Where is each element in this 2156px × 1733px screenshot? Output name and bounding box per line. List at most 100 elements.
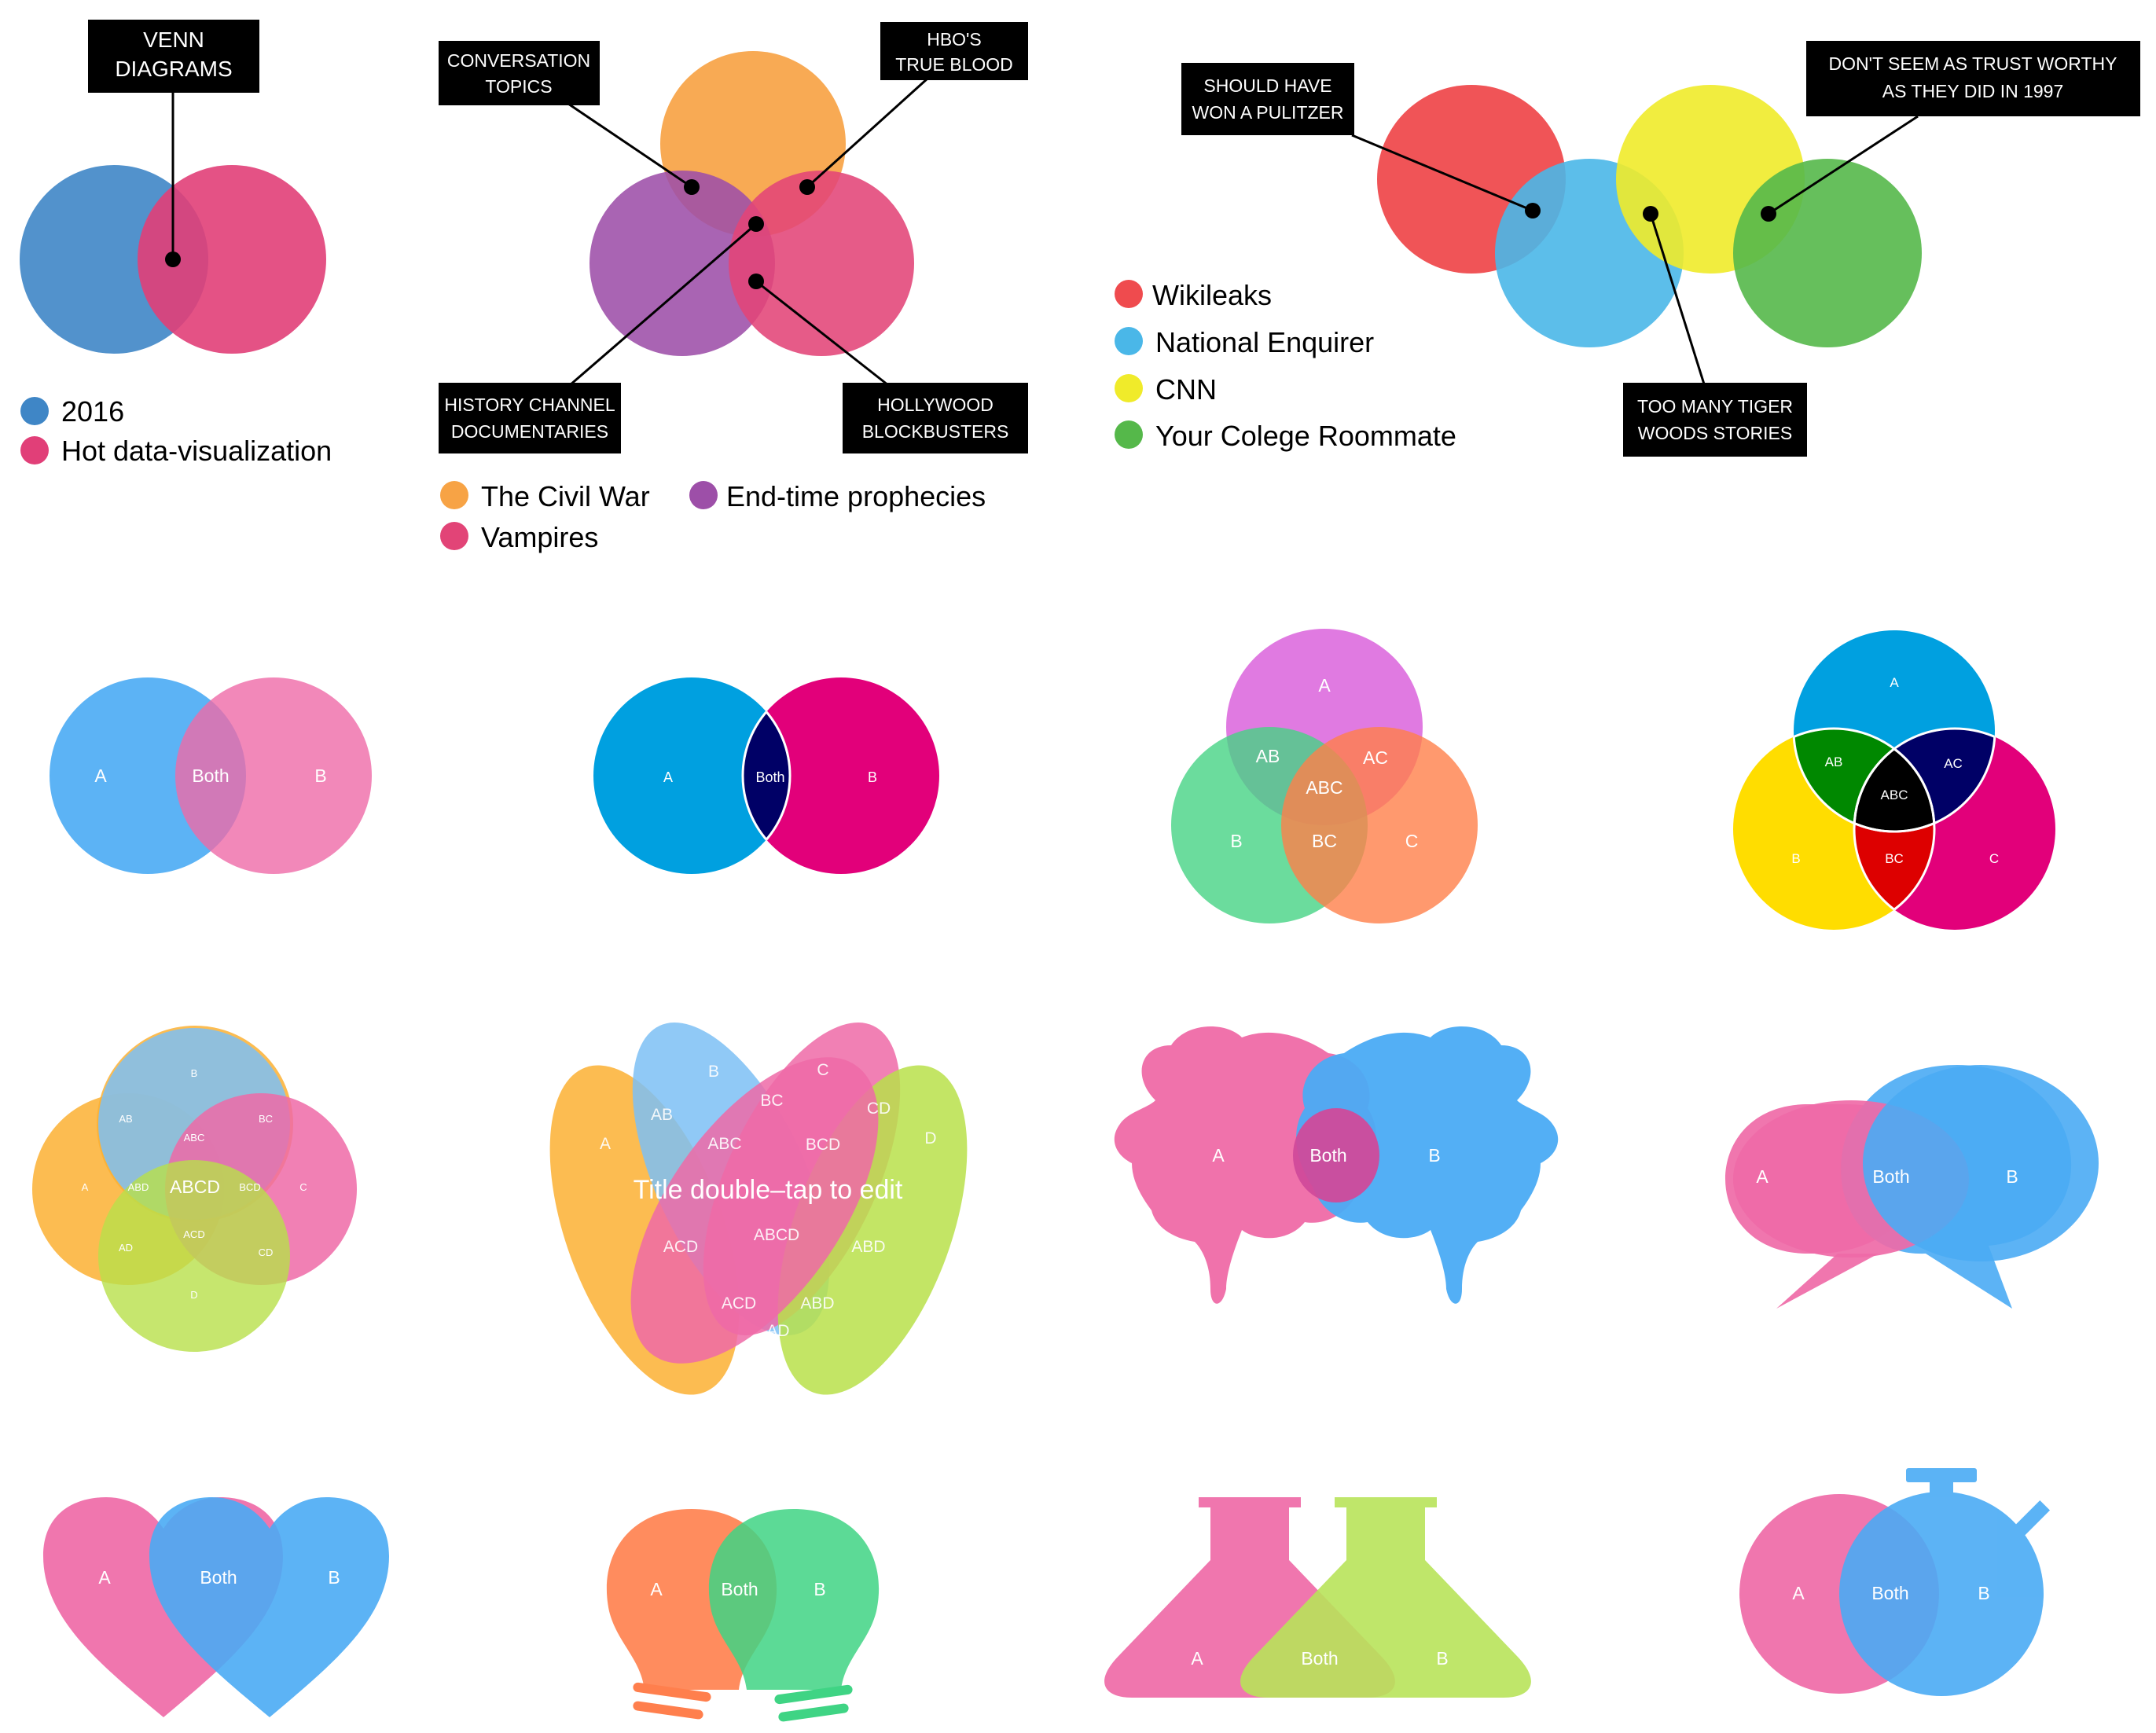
set-c-ellipse-front <box>630 1057 879 1364</box>
label-ac: ACD <box>663 1238 698 1256</box>
label-ab: AB <box>651 1106 673 1124</box>
label-a: A <box>1212 1145 1225 1166</box>
label-b: B <box>1230 831 1242 851</box>
label-bc: BC <box>259 1113 273 1125</box>
label-a: A <box>1792 1583 1805 1603</box>
legend-swatch-vampires <box>440 522 468 550</box>
callout-dots <box>1525 203 1776 222</box>
label-a: A <box>1890 675 1899 690</box>
label-b: B <box>1436 1648 1448 1669</box>
legend-label-wikileaks: Wikileaks <box>1152 279 1272 311</box>
label-both: Both <box>755 769 784 785</box>
label-b: B <box>1791 851 1800 866</box>
label-a: A <box>600 1135 611 1153</box>
label-bc: BC <box>760 1092 783 1110</box>
callout-pulitzer: SHOULD HAVE WON A PULITZER <box>1181 63 1354 135</box>
svg-text:AS THEY DID IN 1997: AS THEY DID IN 1997 <box>1882 81 2064 101</box>
label-abcd: ABCD <box>754 1226 799 1244</box>
set-b-circle <box>175 677 372 874</box>
legend-swatch-prophecies <box>689 481 718 509</box>
legend-swatch-cnn <box>1115 374 1143 402</box>
legend-label-national-enquirer: National Enquirer <box>1155 326 1374 358</box>
label-ad: AD <box>766 1322 789 1340</box>
template-speech-bubbles[interactable]: A Both B <box>1725 1065 2099 1309</box>
template-two-heads[interactable]: A Both B <box>1114 1026 1559 1304</box>
label-acd: ACD <box>183 1228 204 1240</box>
template-three-set-basic[interactable]: A AB AC ABC B BC C <box>1171 629 1478 923</box>
set-vampires-circle <box>729 171 914 356</box>
label-b: B <box>814 1579 825 1599</box>
label-abd: ABD <box>128 1181 149 1193</box>
label-both: Both <box>200 1567 237 1588</box>
set-b-circle <box>743 677 939 874</box>
label-bd: ABD <box>851 1238 885 1256</box>
template-flasks[interactable]: A Both B <box>1104 1497 1531 1698</box>
bulb-a-base <box>633 1682 711 1720</box>
label-a: A <box>98 1567 111 1588</box>
flask-b-shape <box>1240 1497 1531 1698</box>
label-ac: AC <box>1944 756 1963 771</box>
label-b: B <box>708 1063 719 1081</box>
svg-text:TOO MANY TIGER: TOO MANY TIGER <box>1637 396 1793 417</box>
legend-swatch-roommate <box>1115 420 1143 449</box>
template-two-set-solid[interactable]: A Both B <box>593 677 939 874</box>
template-two-set-basic[interactable]: A Both B <box>50 677 372 874</box>
template-lightbulbs[interactable]: A Both B <box>606 1509 880 1722</box>
label-b: B <box>868 769 877 785</box>
svg-text:BLOCKBUSTERS: BLOCKBUSTERS <box>862 421 1009 442</box>
legend-label-2016: 2016 <box>61 395 124 428</box>
label-bc: BC <box>1312 831 1337 851</box>
set-c-circle <box>1281 727 1478 923</box>
region-abc <box>1854 729 1934 832</box>
label-acd: ACD <box>722 1294 756 1313</box>
label-a: A <box>94 766 107 786</box>
legend-d2: The Civil War End-time prophecies Vampir… <box>440 480 986 553</box>
bubble-b-body <box>1863 1065 2099 1261</box>
svg-text:WOODS STORIES: WOODS STORIES <box>1638 423 1792 443</box>
legend-swatch-hot-dataviz <box>20 436 49 464</box>
legend-label-vampires: Vampires <box>481 521 598 553</box>
label-c: C <box>817 1061 828 1079</box>
label-b: B <box>328 1567 340 1588</box>
template-four-set-ellipses[interactable]: B C AB BC CD A ABC BCD D ABCD ACD ABD AC… <box>512 994 1005 1419</box>
label-abcd: ABCD <box>170 1177 220 1197</box>
template-four-set-circles-layers[interactable]: B AB BC ABC A ABD BCD C ACD AD CD D ABCD <box>32 1028 357 1352</box>
svg-text:WON A PULITZER: WON A PULITZER <box>1192 102 1344 123</box>
callout-venn-diagrams: VENN DIAGRAMS <box>88 20 259 93</box>
legend-label-prophecies: End-time prophecies <box>726 480 986 512</box>
label-d: D <box>924 1129 936 1147</box>
callout-dot <box>165 252 181 267</box>
venn-news-sources[interactable]: SHOULD HAVE WON A PULITZER DON'T SEEM AS… <box>1115 41 2140 457</box>
set-prophecies-circle <box>590 171 775 356</box>
label-b: B <box>1428 1145 1440 1166</box>
label-b: B <box>314 766 326 786</box>
callout-leaders <box>1351 115 1919 390</box>
legend-label-hot-dataviz: Hot data-visualization <box>61 435 332 467</box>
label-ab: AB <box>1825 755 1843 769</box>
label-abc: ABC <box>184 1132 205 1144</box>
label-both: Both <box>192 766 229 786</box>
venn-2016-hot-dataviz[interactable]: VENN DIAGRAMS 2016 Hot data-visualizatio… <box>20 20 332 467</box>
svg-text:CONVERSATION: CONVERSATION <box>447 50 590 71</box>
set-d-circle <box>98 1160 290 1352</box>
set-roommate-circle <box>1733 159 1922 347</box>
template-hearts[interactable]: A Both B <box>43 1497 389 1717</box>
label-both: Both <box>721 1579 758 1599</box>
head-overlap <box>1293 1108 1379 1202</box>
venn-civil-war-prophecies-vampires[interactable]: CONVERSATION TOPICS HBO'S TRUE BLOOD HIS… <box>439 22 1028 553</box>
label-c: C <box>299 1181 307 1193</box>
label-ac: AC <box>1363 747 1388 768</box>
callout-conversation-topics: CONVERSATION TOPICS <box>439 41 600 105</box>
label-abc: ABC <box>707 1135 741 1153</box>
label-a: A <box>82 1181 89 1193</box>
intersection-outline-b <box>741 677 790 874</box>
ellipse-title-placeholder[interactable]: Title double–tap to edit <box>634 1175 903 1205</box>
template-stopwatch[interactable]: A Both B <box>1739 1468 2051 1696</box>
label-both: Both <box>1871 1583 1908 1603</box>
label-cd: CD <box>867 1100 891 1118</box>
label-abd: ABD <box>800 1294 834 1313</box>
label-b: B <box>191 1067 198 1079</box>
svg-text:TOPICS: TOPICS <box>485 76 552 97</box>
label-ab: AB <box>119 1113 132 1125</box>
template-three-set-solid[interactable]: A AB AC ABC B BC C <box>1733 630 2055 930</box>
